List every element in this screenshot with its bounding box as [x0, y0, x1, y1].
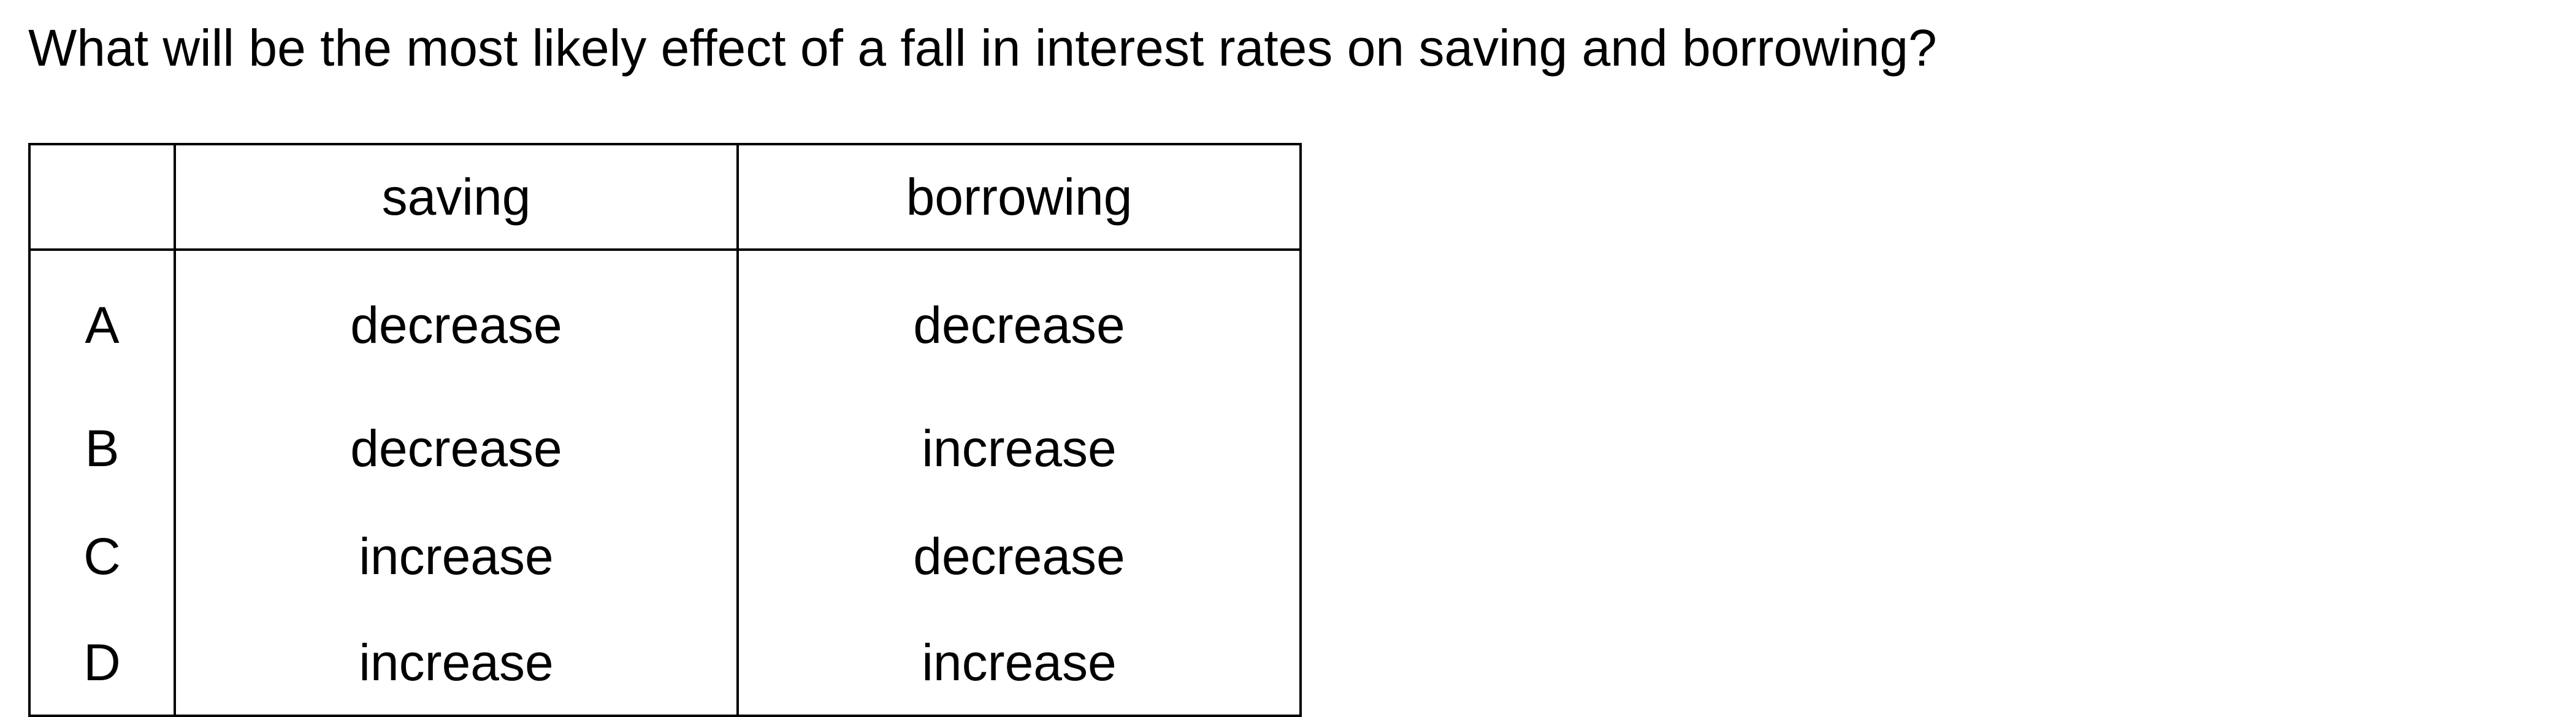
table-row-a: A decrease decrease — [28, 250, 1302, 394]
header-saving: saving — [174, 143, 739, 251]
question-text: What will be the most likely effect of a… — [28, 19, 1937, 77]
option-letter: B — [28, 394, 176, 502]
saving-cell: increase — [174, 502, 739, 610]
table-header-row: saving borrowing — [28, 143, 1302, 251]
option-letter: D — [28, 610, 176, 717]
table-row-d: D increase increase — [28, 610, 1302, 717]
borrowing-cell: decrease — [736, 250, 1302, 394]
saving-cell: decrease — [174, 394, 739, 502]
option-letter: C — [28, 502, 176, 610]
borrowing-cell: increase — [736, 610, 1302, 717]
answer-table: saving borrowing A decrease decrease B d… — [28, 143, 1302, 717]
borrowing-cell: decrease — [736, 502, 1302, 610]
option-letter: A — [28, 250, 176, 394]
borrowing-cell: increase — [736, 394, 1302, 502]
header-borrowing: borrowing — [736, 143, 1302, 251]
header-option — [28, 143, 176, 251]
saving-cell: decrease — [174, 250, 739, 394]
table-row-b: B decrease increase — [28, 394, 1302, 502]
saving-cell: increase — [174, 610, 739, 717]
table-row-c: C increase decrease — [28, 502, 1302, 610]
